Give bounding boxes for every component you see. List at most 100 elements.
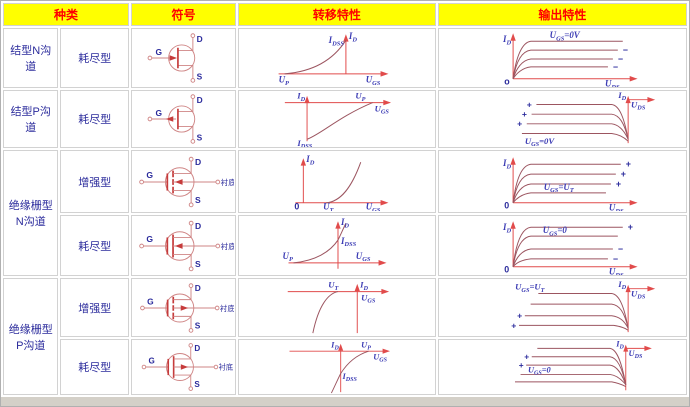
output-cell: ID UDS 0 UGS=0 + − − (437, 215, 687, 276)
substrate-label: 衬底 (218, 363, 232, 372)
row-jfet-p: 结型P沟道 耗尽型 G D S ID UP UGS IDSS (3, 90, 687, 148)
source-label: S (194, 194, 200, 204)
curve-mark: − (613, 62, 618, 72)
substrate-arrow-out-icon (180, 364, 188, 370)
gate-label: G (155, 108, 162, 118)
header-kind: 种类 (3, 3, 130, 26)
transfer-graph-mos-p-enh: UT ID UGS (288, 280, 390, 333)
id-label: ID (297, 91, 306, 103)
output-graph-mos-n-enh: ID UDS 0 UGS=UT + + + (502, 156, 638, 211)
transfer-curve (331, 350, 370, 394)
mos-n-enh-symbol: G D S 衬底 (138, 156, 234, 207)
uds-label: UDS (609, 202, 624, 210)
type-cell: 耗尽型 (60, 90, 130, 148)
transfer-curve (312, 290, 339, 333)
output-cell: ID UDS UGS=UT + + (437, 278, 687, 337)
symbol-cell: G D S (131, 90, 237, 148)
mosfet-body (138, 156, 220, 207)
curve-mark: + (522, 109, 527, 119)
curve-mark: + (517, 119, 522, 129)
mos-p-enh-symbol: G D S 衬底 (139, 283, 234, 333)
ugs0v-label: UGS=0V (525, 136, 556, 147)
drain-label: D (194, 344, 200, 353)
row-jfet-n: 结型N沟道 耗尽型 G D S ID IDSS UP UGS (3, 28, 687, 88)
curve-mark: + (628, 222, 633, 232)
id-label: ID (348, 31, 357, 43)
curve-mark: + (616, 178, 621, 188)
jfet-n-symbol: G D S (147, 33, 202, 83)
type-cell: 耗尽型 (60, 215, 130, 276)
mos-n-dep-symbol: G D S 衬底 (138, 220, 234, 271)
transfer-cell: ID IDSS UP UGS (238, 215, 436, 276)
up-label: UP (362, 340, 372, 351)
id-label: ID (502, 158, 511, 170)
transfer-curve (307, 102, 374, 140)
transfer-graph-mos-n-dep: ID IDSS UP UGS (283, 217, 387, 269)
ugs0-label: UGS=0 (528, 366, 552, 377)
header-transfer: 转移特性 (238, 3, 436, 26)
origin-label: o (505, 77, 511, 87)
curve-mark: + (525, 352, 530, 362)
output-cell: ID UDS 0 UGS=UT + + + (437, 150, 687, 213)
up-label: UP (283, 250, 293, 262)
substrate-label: 衬底 (220, 176, 233, 186)
row-mos-p-enh: 绝缘栅型P沟道 增强型 G D S 衬底 UT ID UGS (3, 278, 687, 395)
transfer-cell: ID 0 UT UGS (238, 150, 436, 213)
curve-mark: + (517, 310, 522, 320)
ugs-label: UGS (366, 75, 381, 87)
drain-label: D (196, 95, 202, 105)
transfer-curve (293, 222, 347, 263)
idss-label: IDSS (340, 236, 357, 248)
idss-label: IDSS (342, 372, 358, 383)
ut-label: UT (329, 280, 340, 292)
source-label: S (194, 320, 200, 330)
row-mos-p-dep: 耗尽型 G D S 衬底 ID UP UGS IDSS (3, 339, 687, 395)
output-curves (512, 226, 624, 267)
up-label: UP (356, 91, 366, 103)
curve-mark: + (621, 169, 626, 179)
uds-label: UDS (629, 349, 643, 360)
uds-label: UDS (609, 266, 624, 274)
ugs-label: UGS (375, 103, 390, 115)
output-cell: ID UDS o UGS=0V − − − (437, 28, 687, 88)
mosfet-body (138, 220, 220, 271)
substrate-arrow-in-icon (174, 178, 183, 185)
header-row: 种类 符号 转移特性 输出特性 (3, 3, 687, 26)
transfer-cell: UT ID UGS (238, 278, 436, 337)
gate-label: G (147, 296, 154, 306)
output-curves (515, 347, 627, 387)
gate-label: G (155, 47, 162, 57)
id-label: ID (306, 154, 315, 166)
id-label: ID (340, 217, 349, 229)
output-graph-mos-n-dep: ID UDS 0 UGS=0 + − − (502, 220, 638, 275)
ugs-label: UGS (366, 201, 381, 210)
jfet-p-symbol: G D S (147, 94, 202, 144)
header-output: 输出特性 (437, 3, 687, 26)
curve-mark: + (512, 320, 517, 330)
source-label: S (194, 258, 200, 268)
substrate-arrow-in-icon (174, 242, 183, 249)
ugsut-label: UGS=UT (544, 181, 575, 193)
output-graph-mos-p-enh: ID UDS UGS=UT + + (512, 280, 656, 332)
gate-arrow-out-icon (165, 116, 173, 122)
substrate-arrow-out-icon (180, 304, 188, 311)
category-mos-n: 绝缘栅型N沟道 (3, 150, 59, 276)
gate-label: G (146, 234, 153, 244)
substrate-label: 衬底 (220, 240, 233, 250)
drain-label: D (194, 283, 200, 293)
idss-label: IDSS (328, 35, 345, 47)
output-graph-mos-p-dep: ID UDS UGS=0 + + (515, 340, 653, 391)
uds-label: UDS (631, 99, 646, 111)
output-curves (512, 163, 622, 203)
row-mos-n-enh: 绝缘栅型N沟道 增强型 G D S 衬底 ID 0 UT (3, 150, 687, 276)
gate-label: G (146, 170, 153, 180)
substrate-label: 衬底 (219, 302, 233, 312)
origin-label: 0 (505, 200, 510, 210)
curve-mark: − (613, 253, 618, 263)
mos-p-dep-symbol: G D S 衬底 (141, 343, 233, 391)
transfer-curve (326, 161, 362, 203)
id-label: ID (502, 34, 511, 46)
category-mos-p: 绝缘栅型P沟道 (3, 278, 59, 395)
ugs0-label: UGS=0 (543, 225, 568, 237)
